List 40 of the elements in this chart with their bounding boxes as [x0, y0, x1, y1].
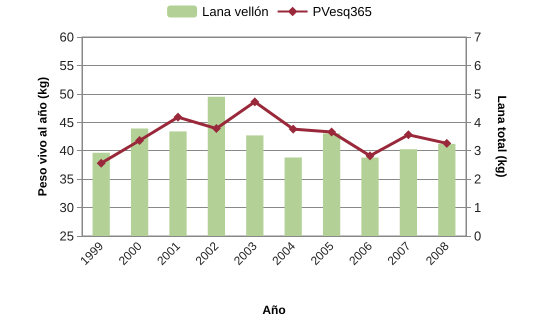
y2-tick-label: 1 [474, 200, 482, 216]
point [135, 136, 144, 145]
bar [130, 128, 148, 236]
point [250, 97, 260, 106]
bar [208, 96, 226, 236]
bar [400, 149, 418, 236]
y-tick-label: 40 [60, 143, 74, 158]
x-axis-title: Año [262, 303, 286, 317]
point [404, 130, 413, 140]
bar [438, 144, 456, 236]
legend-label: PVesq365 [312, 4, 372, 19]
y2-axis-title: Lana total (kg) [495, 95, 509, 178]
y-tick-label: 45 [60, 114, 74, 130]
y-tick-label: 25 [60, 228, 74, 244]
y2-tick-label: 4 [474, 114, 482, 130]
y2-tick-label: 7 [474, 30, 482, 44]
bar [92, 152, 110, 236]
bar [322, 133, 340, 236]
y-tick-label: 60 [60, 30, 74, 44]
bar [246, 135, 264, 236]
point [442, 138, 452, 148]
y2-tick-label: 3 [474, 143, 482, 158]
y2-tick-label: 2 [474, 172, 482, 187]
y-axis-title: Peso vivo al año (kg) [36, 76, 50, 196]
point [327, 127, 336, 136]
y-tick-label: 50 [60, 86, 74, 102]
y2-tick-label: 6 [474, 58, 482, 73]
y-tick-label: 35 [60, 172, 74, 187]
legend-label: Lana vellón [202, 4, 269, 19]
point [212, 124, 221, 134]
y2-tick-label: 5 [474, 86, 482, 102]
point [96, 158, 106, 168]
y-tick-label: 55 [60, 58, 74, 73]
bar [169, 131, 187, 236]
y-tick-label: 30 [60, 200, 74, 216]
y2-tick-label: 0 [474, 228, 482, 244]
point [174, 112, 182, 122]
bar [284, 158, 302, 236]
bar [361, 158, 379, 236]
point [366, 151, 374, 160]
